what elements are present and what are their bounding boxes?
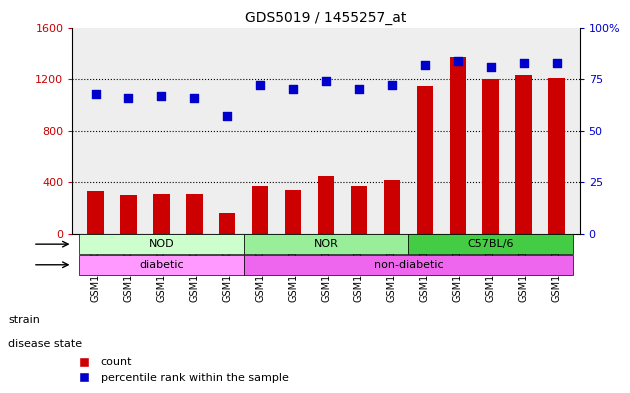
Text: NOR: NOR: [314, 239, 338, 249]
Point: [91, 90, 101, 97]
Point: [123, 94, 134, 101]
Bar: [252, 186, 268, 234]
Point: [255, 82, 265, 88]
Point: [453, 57, 463, 64]
Bar: [186, 194, 202, 234]
Bar: [79, 255, 244, 275]
Bar: [120, 195, 137, 234]
Point: [156, 92, 166, 99]
Text: strain: strain: [8, 315, 40, 325]
Bar: [483, 79, 499, 234]
Point: [551, 59, 561, 66]
Bar: [88, 191, 104, 234]
Point: [387, 82, 397, 88]
Text: disease state: disease state: [8, 339, 83, 349]
Bar: [318, 176, 335, 234]
Point: [189, 94, 199, 101]
Bar: [450, 57, 466, 234]
Bar: [219, 213, 236, 234]
Text: non-diabetic: non-diabetic: [374, 260, 443, 270]
Bar: [515, 75, 532, 234]
Bar: [285, 190, 301, 234]
Text: C57BL/6: C57BL/6: [467, 239, 514, 249]
Point: [288, 86, 298, 93]
Point: [321, 78, 331, 84]
Bar: [416, 86, 433, 234]
Text: diabetic: diabetic: [139, 260, 184, 270]
Point: [486, 64, 496, 70]
Bar: [79, 234, 244, 254]
Bar: [408, 234, 573, 254]
Bar: [244, 234, 408, 254]
Bar: [244, 255, 573, 275]
Bar: [153, 194, 169, 234]
Title: GDS5019 / 1455257_at: GDS5019 / 1455257_at: [245, 11, 407, 25]
Point: [354, 86, 364, 93]
Text: NOD: NOD: [149, 239, 174, 249]
Bar: [351, 186, 367, 234]
Legend: count, percentile rank within the sample: count, percentile rank within the sample: [69, 353, 293, 387]
Point: [420, 61, 430, 68]
Point: [222, 113, 232, 119]
Bar: [384, 180, 400, 234]
Bar: [548, 78, 564, 234]
Point: [518, 59, 529, 66]
